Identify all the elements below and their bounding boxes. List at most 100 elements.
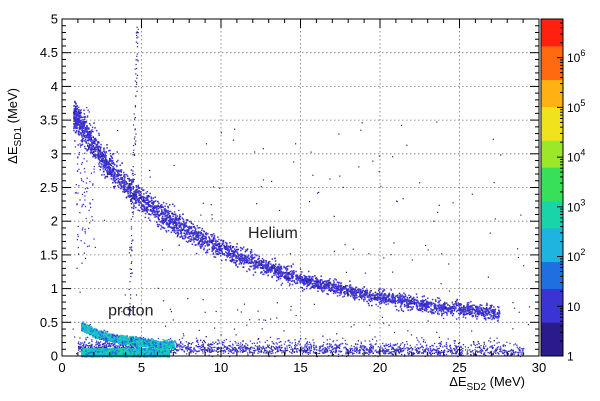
helium-point [211, 240, 214, 242]
helium-point [157, 205, 160, 207]
helium-point [130, 182, 132, 185]
helium-point [180, 235, 183, 237]
helium-point [76, 114, 78, 117]
helium-point [239, 261, 242, 264]
helium-point [94, 127, 96, 129]
helium-point [410, 296, 412, 298]
helium-point [122, 180, 124, 182]
helium-point [83, 131, 86, 133]
helium-point [84, 195, 86, 197]
helium-point [399, 299, 402, 301]
helium-point [150, 197, 153, 199]
helium-point [86, 130, 88, 132]
noise-point [496, 317, 498, 319]
helium-point [164, 220, 167, 222]
helium-point [100, 155, 103, 157]
noise-point [76, 353, 78, 355]
helium-point [328, 284, 330, 286]
helium-point [437, 301, 439, 304]
helium-point [308, 270, 310, 273]
helium-point [147, 209, 149, 211]
helium-point [216, 248, 218, 251]
helium-point [169, 218, 171, 220]
helium-point [335, 288, 337, 290]
helium-point [204, 240, 206, 242]
helium-point [288, 273, 290, 275]
noise-point [433, 220, 435, 222]
helium-point [388, 295, 390, 297]
helium-point [94, 147, 96, 149]
helium-point [424, 305, 426, 308]
helium-point [167, 209, 169, 212]
helium-point [184, 237, 186, 239]
helium-point [79, 125, 81, 128]
helium-point [466, 304, 468, 306]
helium-point [74, 117, 76, 119]
helium-point [146, 190, 149, 193]
helium-point [197, 236, 200, 239]
helium-point [462, 316, 465, 318]
helium-point [82, 137, 85, 139]
low-band-point [91, 339, 93, 341]
helium-point [323, 281, 325, 283]
helium-point [342, 287, 344, 289]
helium-point [85, 121, 88, 123]
helium-point [368, 294, 370, 296]
helium-point [213, 236, 215, 239]
helium-point [163, 208, 165, 210]
helium-point [112, 169, 115, 171]
noise-point [288, 265, 290, 267]
helium-point [144, 199, 147, 202]
helium-point [287, 273, 290, 276]
helium-point [87, 126, 89, 129]
helium-point [331, 284, 334, 286]
helium-point [345, 287, 347, 289]
helium-point [305, 282, 307, 285]
helium-point [180, 232, 182, 235]
helium-point [115, 169, 118, 172]
helium-point [79, 111, 81, 113]
helium-point [405, 299, 407, 302]
helium-point [246, 261, 249, 264]
helium-point [85, 182, 88, 184]
helium-point [394, 301, 396, 304]
low-band-point [317, 352, 319, 355]
helium-point [231, 258, 233, 261]
helium-point [455, 302, 457, 304]
helium-point [177, 227, 179, 230]
helium-point [397, 296, 399, 299]
helium-point [83, 158, 85, 160]
helium-point [285, 270, 288, 272]
noise-point [381, 316, 383, 318]
helium-point [151, 210, 154, 213]
helium-point [281, 282, 284, 285]
helium-point [254, 253, 256, 256]
helium-point [212, 245, 214, 248]
helium-point [254, 271, 257, 273]
helium-point [367, 295, 369, 297]
low-band-point [462, 347, 464, 350]
helium-point [88, 136, 90, 139]
helium-point [145, 197, 147, 200]
helium-point [175, 232, 177, 235]
helium-point [326, 283, 329, 286]
helium-point [462, 309, 465, 311]
helium-point [221, 243, 224, 245]
noise-point [132, 174, 134, 176]
helium-point [381, 297, 383, 299]
helium-point [323, 289, 325, 292]
helium-point [455, 310, 458, 313]
helium-point [319, 286, 322, 289]
helium-point [394, 305, 397, 308]
helium-point [112, 160, 114, 162]
noise-point [346, 343, 348, 346]
helium-point [143, 193, 145, 195]
helium-point [481, 312, 483, 314]
low-band-point [241, 349, 243, 352]
helium-point [150, 196, 152, 199]
helium-point [249, 250, 252, 253]
helium-point [167, 226, 169, 228]
noise-point [219, 187, 221, 189]
helium-point [77, 144, 79, 146]
helium-point [266, 269, 268, 272]
